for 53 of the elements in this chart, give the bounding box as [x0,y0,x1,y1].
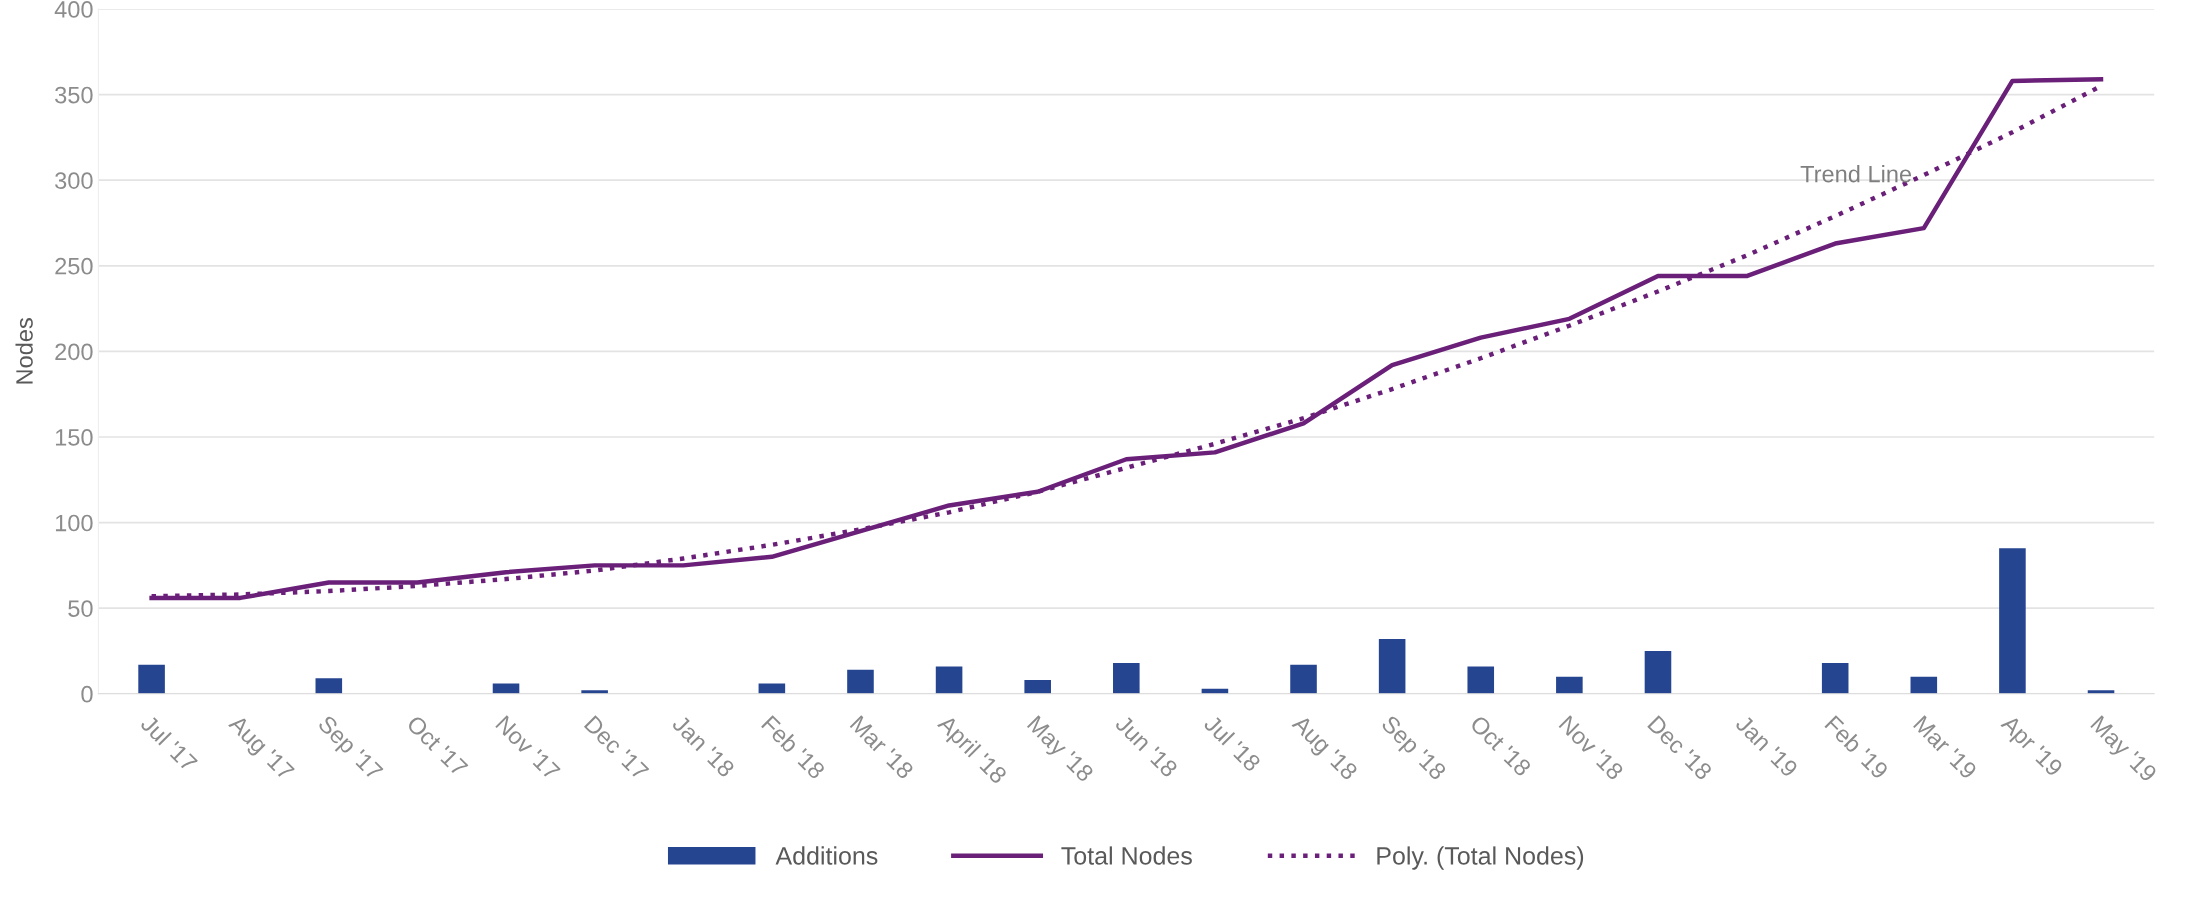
bar [1999,548,2026,694]
legend-label: Additions [775,846,878,865]
bar [315,678,343,694]
x-tick-label: Oct '17 [405,714,469,778]
bar [935,666,963,694]
y-tick-label: 200 [55,343,93,361]
y-tick-label: 150 [55,429,93,446]
bar [758,683,786,694]
x-tick-label: Sep '18 [1377,714,1448,785]
y-tick-label: 300 [55,172,93,189]
x-tick-label: April '18 [933,713,1009,788]
x-tick-label: Oct '18 [1469,714,1532,778]
x-tick-label: Jul '17 [139,713,199,773]
bar [1378,638,1406,694]
legend-label: Poly. (Total Nodes) [1377,846,1584,870]
y-tick-label: 0 [81,685,93,703]
x-tick-label: May '19 [2086,715,2158,786]
bar [847,669,874,694]
x-tick-label: Aug '17 [224,713,295,785]
bar [1290,664,1317,694]
bar [1556,676,1583,694]
bar [492,683,520,694]
bar [1467,666,1495,694]
x-tick-label: Apr '19 [1996,713,2064,781]
y-tick-label: 350 [55,86,93,104]
x-tick-label: May '18 [1023,715,1095,786]
bar [1821,662,1849,694]
x-tick-label: Feb '19 [1824,714,1890,780]
x-tick-label: Aug '18 [1288,713,1359,785]
x-tick-label: Jul '18 [1202,713,1262,773]
bar [138,664,165,694]
y-tick-label: 100 [55,514,93,532]
x-tick-label: Jan '19 [1734,713,1799,778]
x-tick-label: Mar '19 [1912,715,1978,780]
x-tick-label: Nov '18 [1558,715,1625,781]
x-tick-label: Jan '18 [671,713,736,779]
y-tick-label: 400 [54,1,93,18]
x-tick-label: Feb '18 [760,714,827,780]
legend-label: Total Nodes [1061,846,1192,865]
x-tick-label: Dec '18 [1647,715,1713,781]
x-tick-label: Nov '17 [495,715,561,781]
y-axis-title: Nodes [15,318,33,384]
x-tick-label: Dec '17 [583,715,650,781]
bar [1024,680,1051,694]
annotation: Trend Line [1800,165,1912,183]
x-tick-label: Jun '18 [1114,713,1179,779]
y-tick-label: 50 [68,600,93,617]
y-tick-label: 250 [55,257,93,275]
x-tick-label: Sep '17 [314,714,384,785]
x-tick-label: Mar '18 [849,715,915,780]
bar [1644,650,1672,694]
bar [1910,676,1938,694]
bar [1113,662,1140,694]
